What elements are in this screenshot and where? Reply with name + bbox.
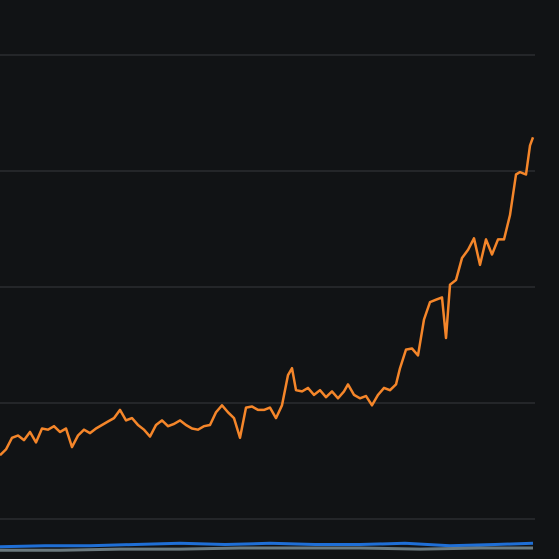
series-line <box>0 546 533 552</box>
series-line <box>0 136 535 457</box>
series-line <box>0 541 534 549</box>
